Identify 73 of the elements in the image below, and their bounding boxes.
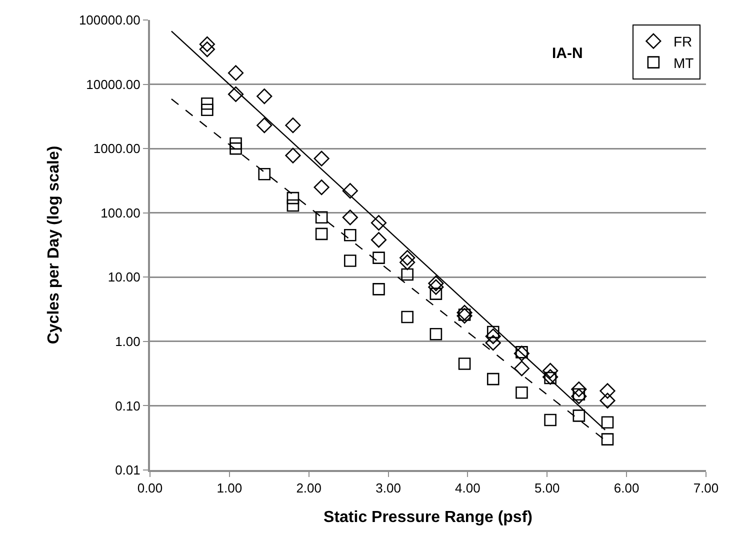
point [485, 328, 501, 344]
legend-label: MT [673, 54, 694, 71]
point [285, 118, 301, 134]
point [315, 228, 328, 240]
point [601, 433, 614, 446]
point [199, 42, 215, 58]
point [601, 416, 614, 429]
point [314, 179, 330, 196]
x-tick-label: 6.00 [614, 480, 640, 496]
point [572, 410, 586, 422]
point [256, 118, 272, 134]
x-tick-label: 7.00 [693, 480, 719, 496]
point [430, 328, 442, 340]
y-axis-title: Cycles per Day (log scale) [45, 146, 62, 344]
point [401, 268, 414, 281]
point [344, 229, 356, 242]
x-tick-label: 0.00 [137, 480, 163, 496]
x-tick-label: 1.00 [216, 480, 242, 496]
point [400, 254, 416, 270]
point [542, 362, 558, 379]
point [286, 192, 300, 204]
point [230, 137, 242, 150]
point [285, 148, 301, 164]
x-tick-label: 2.00 [296, 480, 322, 496]
point [201, 97, 214, 110]
point [256, 88, 272, 104]
point [372, 252, 385, 264]
annotation: IA-N [552, 45, 583, 62]
y-tick-label: 10.00 [108, 270, 140, 285]
legend-label: FR [673, 34, 692, 50]
point [314, 150, 330, 166]
x-axis-title: Static Pressure Range (psf) [324, 508, 532, 526]
y-tick-label: 10000.00 [86, 76, 140, 92]
point [600, 392, 616, 408]
point [516, 386, 528, 399]
point [370, 232, 387, 248]
point [370, 215, 387, 231]
y-tick-label: 100000.00 [78, 12, 140, 28]
point [486, 372, 500, 386]
point [199, 36, 215, 52]
x-tick-label: 4.00 [455, 480, 480, 496]
y-tick-label: 0.10 [115, 398, 140, 414]
point [428, 276, 444, 292]
point [372, 283, 385, 296]
point [458, 358, 471, 370]
point [258, 168, 271, 180]
point [571, 388, 587, 404]
point [342, 183, 358, 199]
x-tick-label: 3.00 [376, 480, 401, 496]
y-tick-label: 1000.00 [93, 141, 140, 156]
y-tick-label: 100.00 [100, 205, 140, 220]
point [228, 65, 244, 81]
y-tick-label: 0.01 [115, 462, 140, 478]
point [342, 210, 358, 226]
point [286, 199, 300, 212]
point [230, 142, 242, 155]
point [514, 346, 530, 362]
point [485, 335, 501, 351]
point [400, 250, 416, 266]
point [571, 382, 587, 398]
point [600, 383, 616, 399]
point [456, 308, 472, 324]
point [401, 310, 414, 324]
x-tick-label: 5.00 [534, 480, 560, 496]
point [456, 304, 472, 320]
point [544, 414, 556, 426]
point [315, 211, 328, 224]
y-tick-label: 1.00 [115, 334, 140, 349]
point [514, 360, 530, 376]
point [201, 104, 214, 116]
point [344, 254, 356, 267]
point [428, 279, 444, 295]
point [228, 86, 244, 102]
